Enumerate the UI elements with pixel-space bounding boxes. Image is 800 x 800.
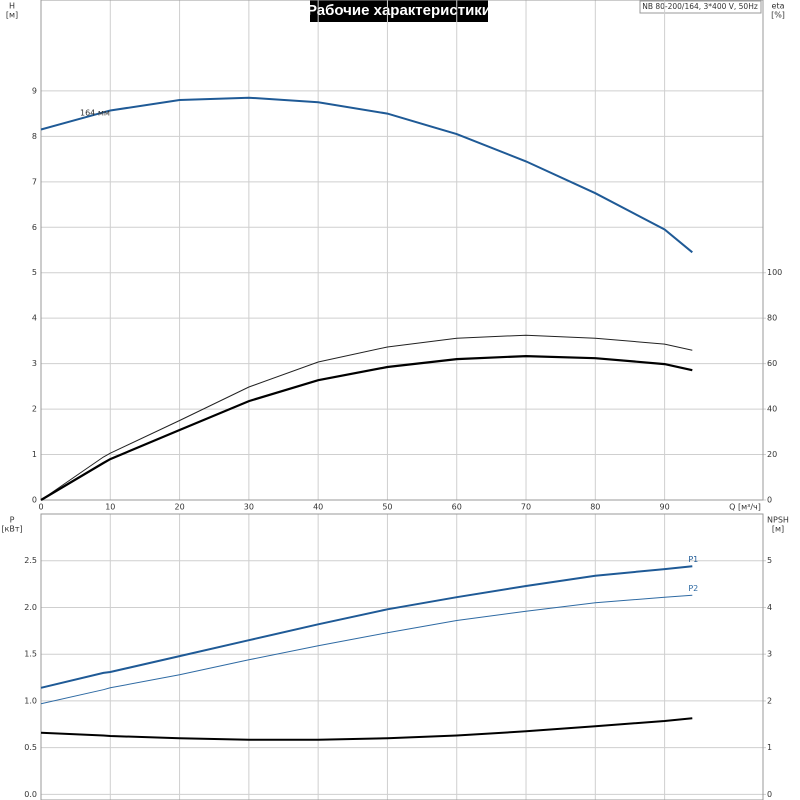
x-tick-label: 80	[590, 503, 600, 512]
chart-title: Рабочие характеристики	[307, 2, 491, 19]
annotation: 164 мм	[80, 109, 110, 118]
x-tick-label: 10	[105, 503, 115, 512]
x-tick-label: 40	[313, 503, 323, 512]
y-axis-label: P	[10, 516, 15, 525]
title-box	[310, 0, 488, 22]
x-tick-label: 50	[382, 503, 392, 512]
y2-axis-label: NPSH	[767, 516, 789, 525]
x-tick-label: 60	[452, 503, 462, 512]
y-tick-label: 2.5	[24, 556, 37, 565]
series-label: P1	[688, 555, 698, 564]
y2-axis-unit: [м]	[772, 525, 784, 534]
series-label: P2	[688, 584, 698, 593]
y-tick-label: 0.5	[24, 743, 37, 752]
plot-frame	[40, 0, 764, 501]
y-axis-label: H	[9, 2, 15, 11]
y-tick-label: 8	[32, 132, 37, 141]
y-tick-label: 1.5	[24, 650, 37, 659]
x-tick-label: 30	[244, 503, 254, 512]
y2-axis-unit: [%]	[771, 11, 785, 20]
y2-tick-label: 2	[767, 696, 772, 705]
curve	[40, 354, 693, 501]
y2-tick-label: 0	[767, 790, 772, 799]
y-axis-unit: [м]	[6, 11, 18, 20]
y-tick-label: 5	[32, 268, 37, 277]
y2-axis-label: eta	[772, 2, 785, 11]
y-axis-unit: [кВт]	[1, 525, 22, 534]
curve	[40, 594, 693, 705]
y2-tick-label: 100	[767, 268, 782, 277]
y-tick-label: 6	[32, 223, 37, 232]
y-tick-label: 0.0	[24, 790, 37, 799]
curve	[40, 717, 693, 741]
x-axis-label: Q [м³/ч]	[729, 503, 761, 512]
plot-frame	[40, 513, 764, 800]
y2-tick-label: 4	[767, 603, 772, 612]
y2-tick-label: 60	[767, 359, 777, 368]
y-tick-label: 3	[32, 359, 37, 368]
y-tick-label: 2.0	[24, 603, 37, 612]
y2-tick-label: 1	[767, 743, 772, 752]
y-tick-label: 4	[32, 314, 37, 323]
y2-tick-label: 0	[767, 496, 772, 505]
x-tick-label: 20	[174, 503, 184, 512]
y-tick-label: 1.0	[24, 696, 37, 705]
x-tick-label: 70	[521, 503, 531, 512]
y2-tick-label: 80	[767, 314, 777, 323]
y2-tick-label: 5	[767, 556, 772, 565]
y2-tick-label: 20	[767, 450, 777, 459]
curve	[40, 565, 693, 689]
y-tick-label: 2	[32, 405, 37, 414]
y-tick-label: 0	[32, 496, 37, 505]
curve	[40, 334, 693, 501]
y2-tick-label: 3	[767, 650, 772, 659]
x-tick-label: 90	[660, 503, 670, 512]
y-tick-label: 7	[32, 177, 37, 186]
curve	[40, 96, 693, 254]
subtitle: NB 80-200/164, 3*400 V, 50Hz	[642, 2, 758, 11]
y-tick-label: 9	[32, 86, 37, 95]
x-tick-label: 0	[38, 503, 43, 512]
y2-tick-label: 40	[767, 405, 777, 414]
y-tick-label: 1	[32, 450, 37, 459]
subtitle-box	[639, 0, 762, 14]
